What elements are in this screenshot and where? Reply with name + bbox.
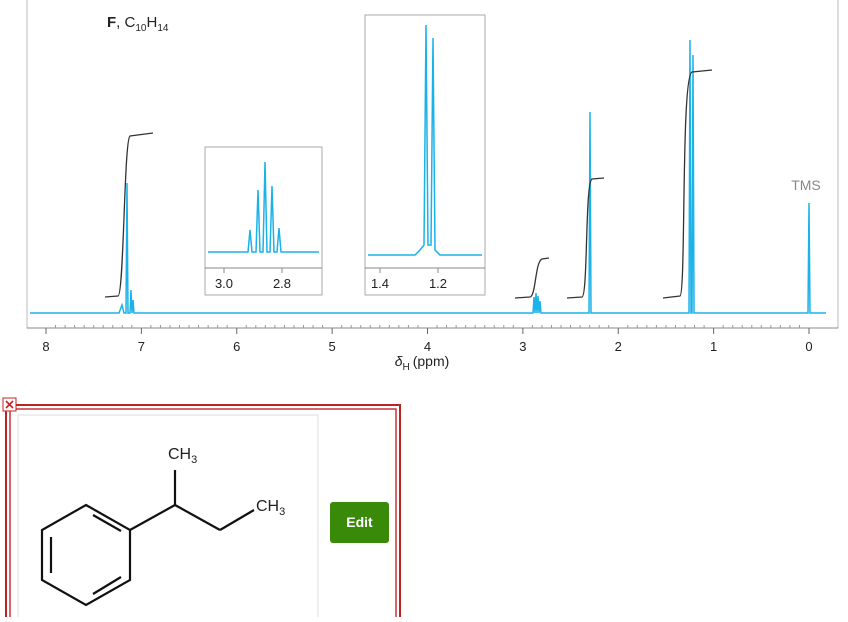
x-tick-label: 7: [138, 339, 145, 354]
methyl-label: CH3: [256, 498, 285, 518]
inset-tick-label: 2.8: [273, 276, 291, 291]
inset-tick-label: 1.2: [429, 276, 447, 291]
x-tick-label: 8: [42, 339, 49, 354]
x-tick-label: 5: [329, 339, 336, 354]
x-tick-label: 6: [233, 339, 240, 354]
integration-curves: [104, 69, 713, 299]
spectrum-title: F, C10H14: [107, 14, 169, 34]
tms-label: TMS: [791, 177, 821, 193]
methyl-label: CH3: [168, 446, 197, 466]
x-tick-label: 1: [710, 339, 717, 354]
remove-icon[interactable]: [2, 397, 17, 412]
widget-border-inner: [9, 408, 397, 622]
x-axis-label: δH (ppm): [395, 353, 450, 373]
x-tick-label: 2: [615, 339, 622, 354]
x-tick-label: 4: [424, 339, 431, 354]
inset: [204, 146, 323, 296]
molecule: [40, 470, 255, 607]
edit-button-label[interactable]: Edit: [346, 514, 373, 530]
spectrum-trace: [30, 39, 826, 314]
inset: [364, 14, 486, 296]
inset-tick-label: 1.4: [371, 276, 389, 291]
edit-button[interactable]: Edit: [330, 502, 389, 543]
widget-border: [5, 404, 401, 622]
x-tick-label: 0: [805, 339, 812, 354]
inset-tick-label: 3.0: [215, 276, 233, 291]
x-tick-label: 3: [519, 339, 526, 354]
structure-panel: [17, 414, 319, 622]
